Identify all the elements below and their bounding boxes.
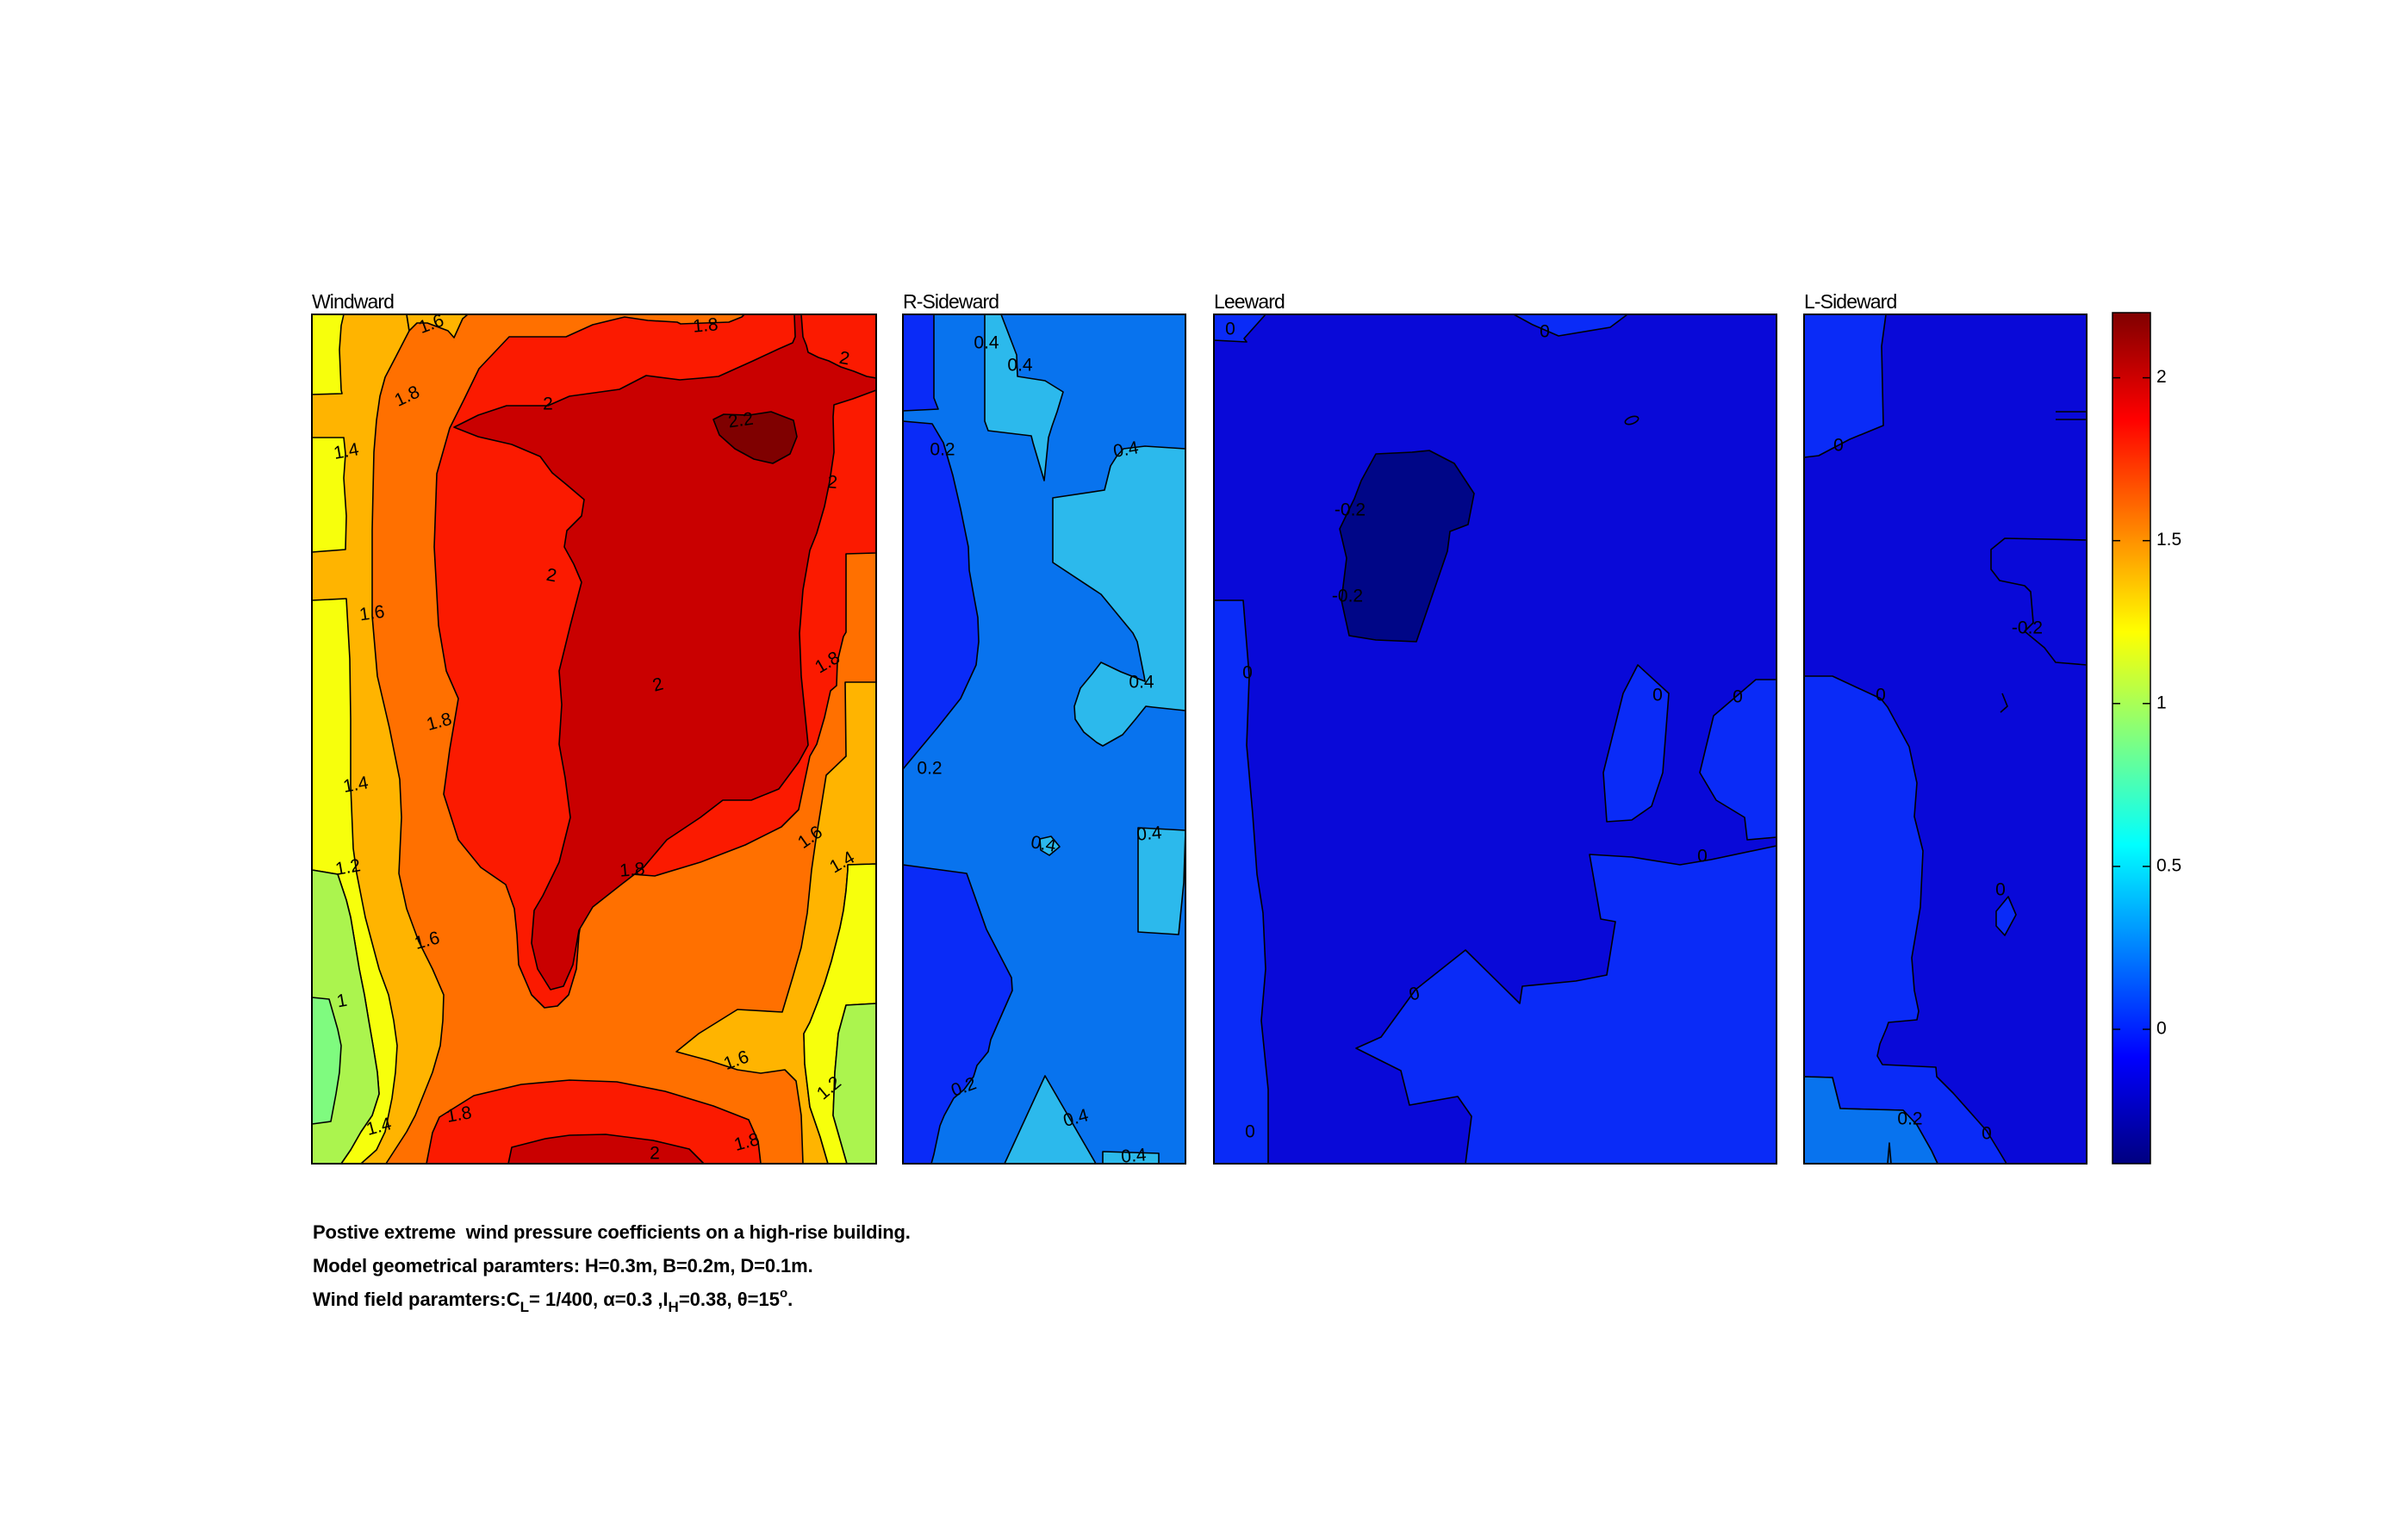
svg-text:1: 1 — [2156, 693, 2167, 712]
svg-text:1: 1 — [335, 991, 349, 1012]
svg-text:0.4: 0.4 — [1030, 832, 1058, 856]
svg-text:2: 2 — [543, 394, 553, 414]
svg-text:0.2: 0.2 — [930, 440, 955, 460]
svg-text:0.4: 0.4 — [1129, 673, 1154, 693]
svg-text:0.4: 0.4 — [1007, 356, 1033, 376]
svg-text:-0.2: -0.2 — [1332, 587, 1363, 606]
svg-text:0: 0 — [1407, 983, 1422, 1004]
svg-text:2.2: 2.2 — [727, 409, 755, 432]
svg-text:2: 2 — [650, 1144, 660, 1164]
svg-text:1.6: 1.6 — [358, 602, 386, 625]
svg-text:0: 0 — [1833, 436, 1844, 456]
svg-text:2: 2 — [650, 674, 665, 695]
svg-text:0: 0 — [1245, 1122, 1255, 1142]
svg-text:0.4: 0.4 — [1136, 823, 1162, 844]
svg-text:-0.2: -0.2 — [2012, 618, 2043, 638]
svg-text:1.8: 1.8 — [692, 314, 719, 336]
svg-text:0.4: 0.4 — [1111, 438, 1140, 462]
svg-text:0.5: 0.5 — [2156, 855, 2181, 875]
svg-text:0: 0 — [1697, 847, 1708, 866]
svg-text:R-Sideward: R-Sideward — [903, 290, 999, 313]
svg-text:1.4: 1.4 — [332, 439, 360, 463]
svg-text:2: 2 — [826, 472, 838, 493]
svg-text:1.2: 1.2 — [333, 855, 362, 879]
svg-text:0: 0 — [1225, 320, 1235, 339]
svg-text:0: 0 — [1652, 686, 1663, 705]
svg-text:L-Sideward: L-Sideward — [1804, 290, 1896, 313]
svg-text:0: 0 — [1733, 687, 1743, 707]
svg-text:0: 0 — [1242, 663, 1253, 683]
svg-text:1.8: 1.8 — [619, 859, 645, 880]
svg-text:2: 2 — [2156, 367, 2167, 387]
svg-text:1.5: 1.5 — [2156, 530, 2181, 550]
svg-text:2: 2 — [837, 348, 851, 370]
svg-text:1.4: 1.4 — [341, 773, 370, 797]
svg-text:0.4: 0.4 — [974, 333, 999, 353]
svg-text:0: 0 — [1876, 686, 1886, 705]
svg-text:0: 0 — [1540, 322, 1550, 342]
svg-text:-0.2: -0.2 — [1335, 500, 1366, 520]
svg-text:Windward: Windward — [312, 290, 394, 313]
svg-text:0: 0 — [1995, 880, 2006, 900]
svg-text:0.2: 0.2 — [1897, 1109, 1922, 1129]
svg-text:Model geometrical paramters: H: Model geometrical paramters: H=0.3m, B=0… — [313, 1255, 813, 1276]
svg-text:Postive extreme wind pressure: Postive extreme wind pressure coefficien… — [313, 1221, 911, 1243]
svg-text:0: 0 — [2156, 1019, 2167, 1039]
svg-text:Leeward: Leeward — [1214, 290, 1285, 313]
svg-text:0.2: 0.2 — [917, 759, 942, 779]
svg-text:1.8: 1.8 — [445, 1103, 473, 1127]
svg-text:0: 0 — [1982, 1124, 1992, 1144]
svg-text:2: 2 — [544, 565, 558, 587]
